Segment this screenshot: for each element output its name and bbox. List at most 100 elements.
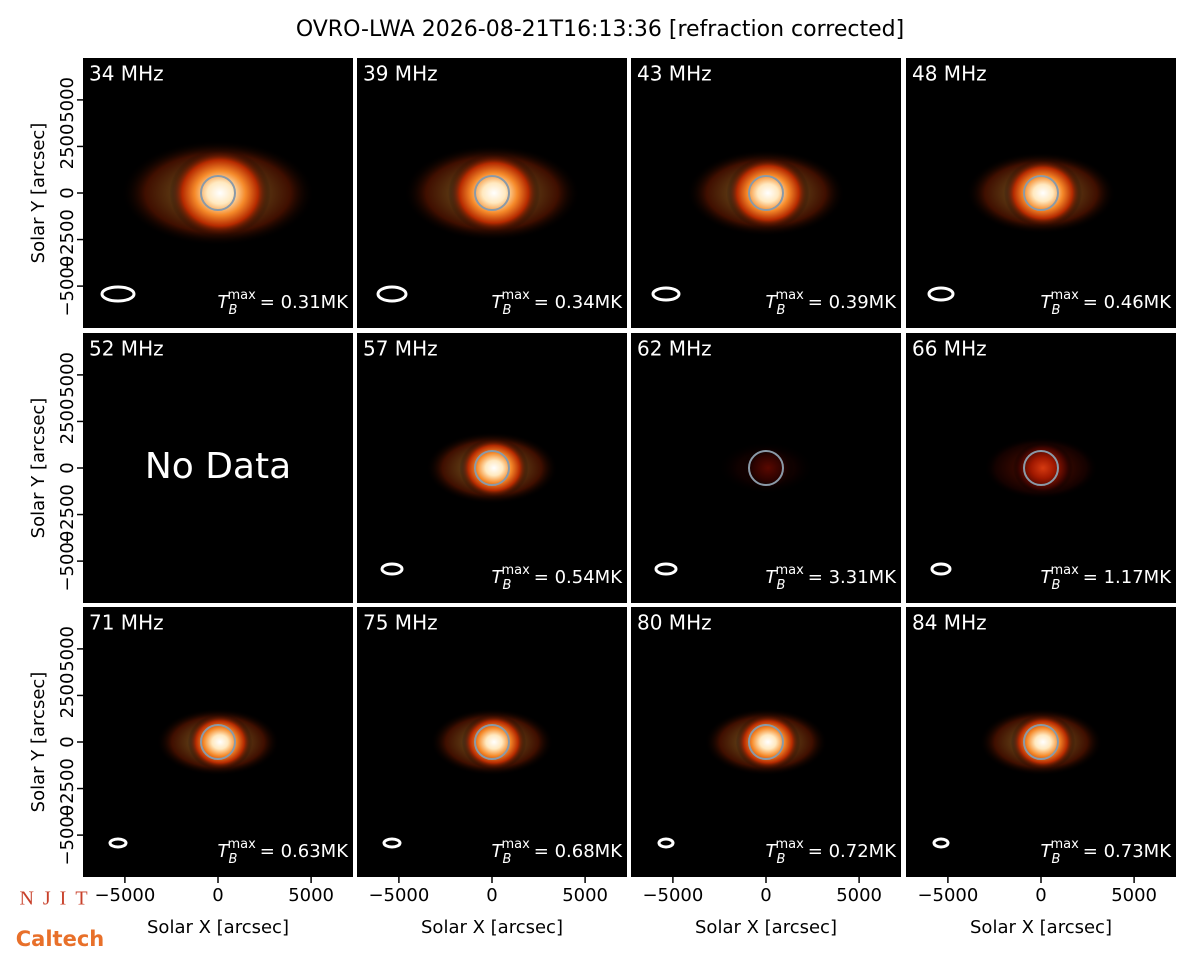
x-tick-label: 0: [760, 885, 771, 906]
tb-sub: B: [777, 578, 786, 593]
tb-symbol: T: [218, 292, 231, 313]
tb-symbol: T: [492, 841, 505, 862]
panel-label: 84 MHz: [912, 611, 987, 635]
x-tick-label: 0: [486, 885, 497, 906]
y-tick-label: −5000: [57, 256, 78, 317]
tb-value: = 0.39MK: [808, 292, 897, 313]
tb-value: = 0.31MK: [260, 292, 349, 313]
y-tick-label: 5000: [57, 352, 78, 398]
panel-label: 80 MHz: [637, 611, 712, 635]
y-tick-label: −5000: [57, 531, 78, 592]
tb-value: = 0.54MK: [534, 567, 623, 588]
panel-label: 52 MHz: [89, 337, 164, 361]
tb-sup: max: [775, 288, 804, 303]
tb-value: = 0.34MK: [534, 292, 623, 313]
x-axis-label: Solar X [arcsec]: [147, 917, 289, 938]
tb-value: = 1.17MK: [1083, 567, 1172, 588]
tb-sub: B: [229, 303, 238, 318]
x-axis-label: Solar X [arcsec]: [970, 917, 1112, 938]
tb-sub: B: [777, 852, 786, 867]
tb-sub: B: [1052, 852, 1061, 867]
x-tick-label: −5000: [94, 885, 155, 906]
y-tick-label: −2500: [57, 484, 78, 545]
tb-sup: max: [1050, 288, 1079, 303]
beam: [100, 285, 136, 303]
tb-value: = 0.72MK: [808, 841, 897, 862]
tb-symbol: T: [766, 292, 779, 313]
tb-sup: max: [775, 837, 804, 852]
tb-value: = 0.46MK: [1083, 292, 1172, 313]
panel-label: 39 MHz: [363, 62, 438, 86]
solar-disk: [474, 175, 510, 211]
solar-disk: [474, 724, 510, 760]
emission: [1010, 714, 1076, 770]
tb-sup: max: [501, 837, 530, 852]
tb-sub: B: [503, 578, 512, 593]
x-tick-label: −5000: [642, 885, 703, 906]
panel-label: 62 MHz: [637, 337, 712, 361]
tb-symbol: T: [1041, 292, 1054, 313]
beam: [382, 837, 402, 849]
beam: [927, 286, 955, 302]
tb-sub: B: [503, 852, 512, 867]
x-tick-label: 5000: [1111, 885, 1157, 906]
panel-label: 48 MHz: [912, 62, 987, 86]
tb-max: TBmax = 0.63MK: [218, 837, 350, 867]
tb-sup: max: [501, 288, 530, 303]
no-data-note: No Data: [145, 446, 291, 487]
x-tick-label: −5000: [917, 885, 978, 906]
emission: [187, 714, 253, 770]
tb-sub: B: [229, 852, 238, 867]
tb-symbol: T: [1041, 841, 1054, 862]
tb-max: TBmax = 1.17MK: [1041, 563, 1173, 593]
tb-sup: max: [1050, 837, 1079, 852]
beam: [108, 837, 128, 849]
y-tick-label: −5000: [57, 805, 78, 866]
solar-disk: [748, 450, 784, 486]
panel-label: 66 MHz: [912, 337, 987, 361]
x-tick-label: 5000: [836, 885, 882, 906]
x-tick-label: 0: [212, 885, 223, 906]
logo-caltech: Caltech: [16, 927, 104, 951]
tb-max: TBmax = 3.31MK: [766, 563, 898, 593]
tb-sub: B: [1052, 303, 1061, 318]
panel-label: 43 MHz: [637, 62, 712, 86]
tb-max: TBmax = 0.31MK: [218, 288, 350, 318]
y-tick-label: 0: [57, 736, 78, 747]
panel-label: 71 MHz: [89, 611, 164, 635]
tb-symbol: T: [492, 567, 505, 588]
tb-value: = 0.63MK: [260, 841, 349, 862]
tb-sup: max: [501, 563, 530, 578]
tb-symbol: T: [218, 841, 231, 862]
beam: [651, 286, 681, 302]
y-tick-label: −2500: [57, 209, 78, 270]
logo-njit: NJIT: [19, 888, 96, 910]
solar-disk: [1023, 175, 1059, 211]
image-panel: [83, 333, 353, 603]
solar-disk: [748, 724, 784, 760]
panel-label: 75 MHz: [363, 611, 438, 635]
tb-sup: max: [775, 563, 804, 578]
solar-disk: [1023, 724, 1059, 760]
solar-disk: [474, 450, 510, 486]
x-axis-label: Solar X [arcsec]: [695, 917, 837, 938]
tb-max: TBmax = 0.72MK: [766, 837, 898, 867]
tb-max: TBmax = 0.34MK: [492, 288, 624, 318]
solar-disk: [1023, 450, 1059, 486]
x-tick-label: 0: [1035, 885, 1046, 906]
y-tick-label: 0: [57, 187, 78, 198]
solar-disk: [200, 175, 236, 211]
y-tick-label: 5000: [57, 77, 78, 123]
tb-max: TBmax = 0.54MK: [492, 563, 624, 593]
tb-sup: max: [1050, 563, 1079, 578]
figure-title: OVRO-LWA 2026-08-21T16:13:36 [refraction…: [296, 17, 904, 42]
y-tick-label: −2500: [57, 758, 78, 819]
solar-disk: [748, 175, 784, 211]
beam: [930, 562, 952, 576]
tb-value: = 0.73MK: [1083, 841, 1172, 862]
emission: [742, 446, 794, 490]
y-tick-label: 5000: [57, 626, 78, 672]
tb-sub: B: [1052, 578, 1061, 593]
tb-sup: max: [227, 837, 256, 852]
y-axis-label: Solar Y [arcsec]: [28, 398, 49, 539]
